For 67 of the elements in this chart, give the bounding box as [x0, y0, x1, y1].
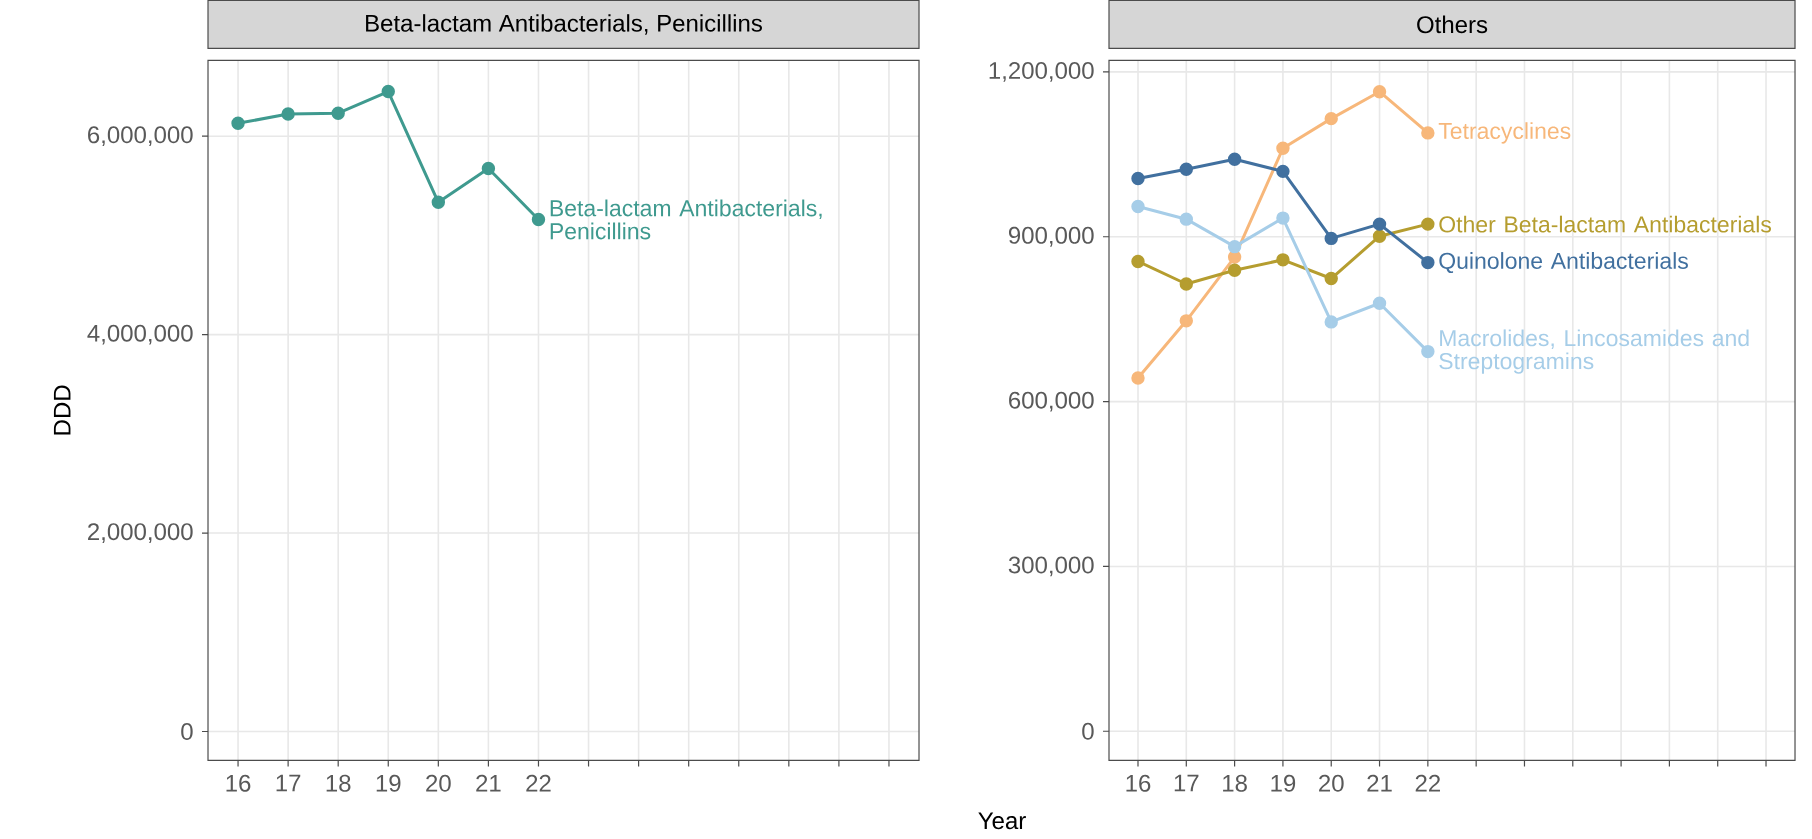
point: [1324, 111, 1338, 126]
point: [1372, 217, 1387, 231]
chart-title: Beta-lactam Antibacterials, Penicillins: [366, 14, 762, 35]
point: [1324, 315, 1338, 329]
point: [1227, 263, 1242, 277]
x-tick-label: 22: [526, 774, 551, 792]
x-tick-label: 22: [1415, 774, 1440, 792]
point: [1227, 239, 1242, 254]
point: [331, 106, 345, 120]
x-tick-label: 20: [1319, 774, 1344, 792]
chart-title: Others: [1417, 15, 1488, 34]
point: [1179, 212, 1194, 226]
point: [231, 116, 245, 130]
point: [281, 107, 295, 121]
x-tick-label: 20: [426, 774, 451, 792]
point: [1131, 371, 1145, 385]
point: [1227, 152, 1242, 166]
point: [1179, 314, 1194, 328]
y-tick-label: 600,000: [1009, 391, 1094, 412]
series-label: Beta-lactam Antibacterials, Penicillins: [550, 199, 822, 240]
x-tick-label: 19: [376, 774, 401, 792]
series-label: Other Beta-lactam Antibacterials: [1439, 215, 1771, 233]
y-tick-label: 6,000,000: [88, 126, 193, 147]
x-axis-title: Year: [978, 812, 1026, 830]
x-tick-label: 19: [1271, 774, 1296, 792]
y-tick-label: 0: [181, 723, 193, 740]
x-tick-label: 17: [1174, 774, 1199, 792]
series-label: Quinolone Antibacterials: [1439, 252, 1688, 274]
point: [1179, 277, 1194, 291]
y-tick-label: 0: [1082, 722, 1094, 740]
point: [1421, 126, 1435, 140]
point: [481, 161, 496, 176]
y-tick-label: 300,000: [1008, 556, 1094, 577]
x-tick-label: 18: [326, 774, 351, 792]
point: [1372, 229, 1387, 243]
y-tick-label: 900,000: [1008, 226, 1094, 247]
point: [431, 195, 446, 209]
x-tick-label: 16: [1126, 774, 1151, 792]
point: [1131, 171, 1145, 186]
y-tick-label: 2,000,000: [88, 523, 193, 543]
y-tick-label: 1,200,000: [989, 62, 1094, 82]
series-label: Macrolides, Lincosamides and Streptogramins: [1439, 329, 1749, 374]
x-tick-label: 21: [1367, 774, 1392, 792]
point: [1276, 164, 1290, 179]
point: [1421, 217, 1435, 231]
point: [1131, 254, 1145, 269]
point: [1324, 231, 1338, 246]
point: [531, 212, 546, 227]
y-axis-title: DDD: [53, 385, 71, 435]
point: [1372, 296, 1387, 310]
x-tick-label: 18: [1223, 774, 1247, 792]
series-label: Tetracyclines: [1438, 122, 1571, 144]
point: [1276, 253, 1290, 267]
x-tick-label: 21: [476, 774, 501, 792]
point: [1131, 199, 1145, 214]
point: [1276, 141, 1290, 155]
point: [1324, 271, 1338, 286]
y-tick-label: 4,000,000: [87, 324, 193, 345]
point: [1179, 162, 1194, 176]
point: [1421, 255, 1435, 270]
point: [1276, 211, 1290, 225]
point: [1421, 344, 1435, 359]
point: [381, 84, 395, 99]
x-tick-label: 17: [276, 774, 301, 792]
point: [1227, 250, 1242, 264]
point: [1372, 85, 1387, 99]
x-tick-label: 16: [226, 774, 251, 792]
